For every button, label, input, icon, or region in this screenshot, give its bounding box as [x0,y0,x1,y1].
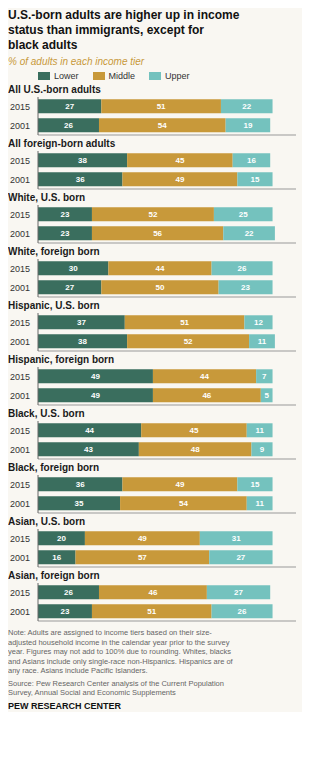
svg-text:37: 37 [77,318,86,327]
html-text:All foreign-born adults: All foreign-born adults [8,138,116,149]
svg-text:35: 35 [75,499,84,508]
svg-text:23: 23 [61,607,70,616]
svg-text:20: 20 [57,534,66,543]
svg-text:12: 12 [254,318,263,327]
svg-text:16: 16 [52,553,61,562]
svg-text:43: 43 [84,445,93,454]
svg-text:45: 45 [190,426,199,435]
html-text:Source: Pew Research Center an: Source: Pew Research Center analysis of … [8,678,224,697]
svg-text:2001: 2001 [10,391,30,401]
svg-text:51: 51 [147,607,156,616]
svg-text:11: 11 [258,337,267,346]
svg-text:23: 23 [61,229,70,238]
svg-text:27: 27 [236,553,245,562]
svg-text:57: 57 [138,553,147,562]
svg-text:49: 49 [175,480,184,489]
svg-text:2015: 2015 [10,264,30,274]
svg-text:2015: 2015 [10,480,30,490]
html-text:Black, foreign born: Black, foreign born [8,462,100,473]
svg-text:2015: 2015 [10,156,30,166]
html-text:Upper: Upper [165,71,190,81]
html-text:Black, U.S. born: Black, U.S. born [8,408,85,419]
svg-text:27: 27 [234,588,243,597]
svg-text:48: 48 [191,445,200,454]
svg-text:46: 46 [148,588,157,597]
svg-text:30: 30 [69,264,78,273]
svg-text:25: 25 [239,210,248,219]
svg-text:31: 31 [232,534,241,543]
html-text:White, foreign born: White, foreign born [8,246,100,257]
html-text:Hispanic, foreign born: Hispanic, foreign born [8,354,115,365]
svg-text:54: 54 [158,121,167,130]
svg-text:2001: 2001 [10,229,30,239]
svg-text:44: 44 [85,426,94,435]
svg-text:22: 22 [242,102,251,111]
svg-text:11: 11 [255,426,264,435]
svg-text:26: 26 [238,264,247,273]
svg-text:36: 36 [76,175,85,184]
svg-text:2015: 2015 [10,372,30,382]
svg-text:36: 36 [76,480,85,489]
svg-text:44: 44 [156,264,165,273]
svg-text:11: 11 [255,499,264,508]
html-text:Asian, foreign born: Asian, foreign born [8,570,100,581]
svg-text:2001: 2001 [10,445,30,455]
svg-text:23: 23 [61,210,70,219]
svg-text:2001: 2001 [10,553,30,563]
svg-text:46: 46 [202,391,211,400]
svg-text:26: 26 [64,588,73,597]
html-text:All U.S.-born adults: All U.S.-born adults [8,84,101,95]
svg-text:51: 51 [157,102,166,111]
html-text:U.S.-born adults are higher up: U.S.-born adults are higher up in income… [8,8,240,52]
svg-text:5: 5 [264,391,269,400]
svg-text:7: 7 [262,372,267,381]
svg-text:54: 54 [179,499,188,508]
svg-text:49: 49 [138,534,147,543]
html-text:PEW RESEARCH CENTER: PEW RESEARCH CENTER [8,700,121,711]
svg-text:52: 52 [148,210,157,219]
svg-text:16: 16 [247,156,256,165]
svg-text:2015: 2015 [10,426,30,436]
svg-text:2001: 2001 [10,121,30,131]
svg-text:2015: 2015 [10,210,30,220]
svg-text:49: 49 [175,175,184,184]
svg-text:22: 22 [245,229,254,238]
svg-text:23: 23 [241,283,250,292]
svg-text:19: 19 [243,121,252,130]
svg-text:2001: 2001 [10,607,30,617]
svg-text:2015: 2015 [10,534,30,544]
svg-text:27: 27 [65,283,74,292]
svg-text:2001: 2001 [10,175,30,185]
svg-text:45: 45 [175,156,184,165]
html-text:White, U.S. born: White, U.S. born [8,192,86,203]
html-text:Asian, U.S. born: Asian, U.S. born [8,516,86,527]
svg-text:15: 15 [251,175,260,184]
html-text:Middle: Middle [108,71,135,81]
svg-text:15: 15 [251,480,260,489]
svg-text:2015: 2015 [10,318,30,328]
svg-text:38: 38 [78,156,87,165]
svg-text:2001: 2001 [10,499,30,509]
html-text:Note: Adults are assigned to i: Note: Adults are assigned to income tier… [8,628,233,675]
html-text:% of adults in each income tie: % of adults in each income tier [8,56,145,67]
svg-text:26: 26 [238,607,247,616]
svg-text:27: 27 [65,102,74,111]
svg-text:50: 50 [156,283,165,292]
html-text:Lower: Lower [54,71,79,81]
svg-text:49: 49 [91,391,100,400]
svg-text:2001: 2001 [10,337,30,347]
svg-text:38: 38 [78,337,87,346]
svg-text:52: 52 [184,337,193,346]
svg-text:49: 49 [91,372,100,381]
svg-text:2015: 2015 [10,588,30,598]
svg-text:56: 56 [153,229,162,238]
svg-text:26: 26 [64,121,73,130]
svg-text:2001: 2001 [10,283,30,293]
html-text:Hispanic, U.S. born: Hispanic, U.S. born [8,300,100,311]
svg-text:44: 44 [200,372,209,381]
svg-text:2015: 2015 [10,102,30,112]
svg-text:9: 9 [260,445,265,454]
svg-text:51: 51 [180,318,189,327]
